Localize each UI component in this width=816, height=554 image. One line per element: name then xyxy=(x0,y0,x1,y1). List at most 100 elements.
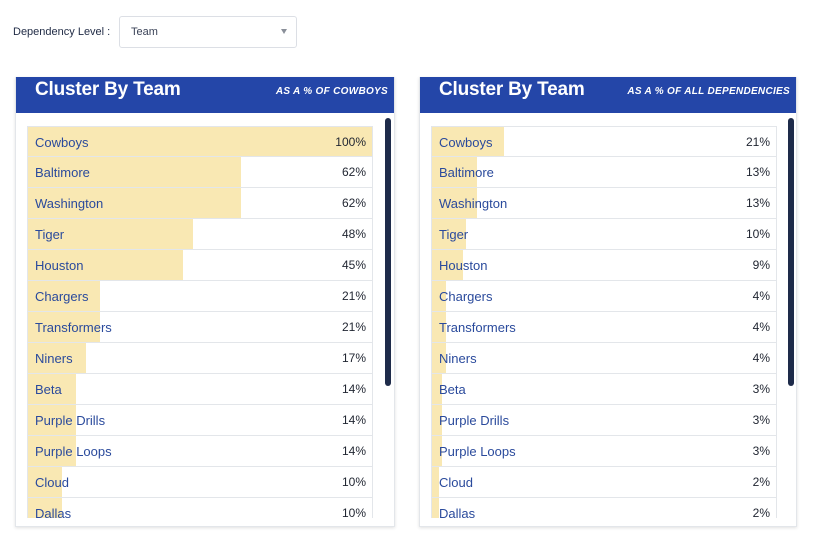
list-item-value: 45% xyxy=(341,258,366,272)
percentage-bar xyxy=(28,498,63,518)
list-item-value: 21% xyxy=(745,135,770,149)
list-item[interactable]: Chargers 4% xyxy=(431,281,777,312)
list-item-value: 13% xyxy=(745,165,770,179)
list-item-value: 2% xyxy=(752,475,770,489)
cluster-panel-all-dependencies: Cluster By Team AS A % OF ALL DEPENDENCI… xyxy=(419,77,797,527)
list-item-label: Cloud xyxy=(35,475,69,490)
list-item[interactable]: Transformers 4% xyxy=(431,312,777,343)
list-item[interactable]: Tiger 10% xyxy=(431,219,777,250)
list-item-value: 17% xyxy=(341,351,366,365)
list-item-value: 10% xyxy=(341,475,366,489)
list-item-value: 14% xyxy=(341,444,366,458)
list-item-value: 3% xyxy=(752,413,770,427)
list-item-label: Dallas xyxy=(439,506,476,518)
percentage-bar xyxy=(28,312,101,342)
list-item-value: 21% xyxy=(341,320,366,334)
percentage-bar xyxy=(28,467,63,497)
list-item[interactable]: Cowboys 21% xyxy=(431,126,777,157)
percentage-bar xyxy=(432,188,477,218)
list-item-label: Beta xyxy=(35,382,62,397)
list-item[interactable]: Niners 4% xyxy=(431,343,777,374)
list-item[interactable]: Tiger 48% xyxy=(27,219,373,250)
dependency-level-label: Dependency Level : xyxy=(13,26,111,38)
panel-header: Cluster By Team AS A % OF COWBOYS xyxy=(16,77,394,113)
list-item-label: Chargers xyxy=(35,289,89,304)
list-item-value: 4% xyxy=(752,289,770,303)
percentage-bar xyxy=(432,467,439,497)
percentage-bar xyxy=(28,374,77,404)
percentage-bar xyxy=(432,157,477,187)
list-item-value: 9% xyxy=(752,258,770,272)
list-item[interactable]: Houston 9% xyxy=(431,250,777,281)
list-item-value: 2% xyxy=(752,506,770,518)
percentage-bar xyxy=(28,188,242,218)
dependency-level-select[interactable]: Team xyxy=(119,16,297,48)
percentage-bar xyxy=(432,312,446,342)
list-item[interactable]: Purple Loops 14% xyxy=(27,436,373,467)
list-item[interactable]: Houston 45% xyxy=(27,250,373,281)
list-item-label: Niners xyxy=(35,351,73,366)
percentage-bar xyxy=(432,374,443,404)
percentage-bar xyxy=(432,498,439,518)
cluster-list: Cowboys 100% Baltimore 62% Washington 62% Tige… xyxy=(27,126,373,518)
list-item-label: Purple Drills xyxy=(35,413,106,428)
list-item[interactable]: Niners 17% xyxy=(27,343,373,374)
list-item-label: Beta xyxy=(439,382,466,397)
list-item[interactable]: Beta 14% xyxy=(27,374,373,405)
list-item[interactable]: Cloud 2% xyxy=(431,467,777,498)
percentage-bar xyxy=(432,343,446,373)
list-item-label: Tiger xyxy=(35,227,65,242)
chevron-down-icon xyxy=(281,29,287,34)
list-item-label: Washington xyxy=(439,196,508,211)
list-item[interactable]: Purple Drills 3% xyxy=(431,405,777,436)
list-item[interactable]: Transformers 21% xyxy=(27,312,373,343)
percentage-bar xyxy=(432,405,443,435)
list-item-value: 21% xyxy=(341,289,366,303)
panel-subtitle: AS A % OF COWBOYS xyxy=(275,86,388,97)
list-item-label: Cowboys xyxy=(439,135,493,150)
percentage-bar xyxy=(28,343,87,373)
panel-title: Cluster By Team xyxy=(35,79,181,100)
list-item-value: 13% xyxy=(745,196,770,210)
list-item-label: Niners xyxy=(439,351,477,366)
list-item[interactable]: Dallas 2% xyxy=(431,498,777,518)
list-item-value: 10% xyxy=(341,506,366,518)
list-item[interactable]: Baltimore 62% xyxy=(27,157,373,188)
panel-subtitle: AS A % OF ALL DEPENDENCIES xyxy=(627,86,790,97)
list-item[interactable]: Purple Drills 14% xyxy=(27,405,373,436)
list-item[interactable]: Chargers 21% xyxy=(27,281,373,312)
list-item-label: Transformers xyxy=(439,320,516,335)
scrollbar[interactable] xyxy=(385,118,391,386)
panel-header: Cluster By Team AS A % OF ALL DEPENDENCI… xyxy=(420,77,796,113)
list-item-value: 62% xyxy=(341,165,366,179)
percentage-bar xyxy=(28,219,194,249)
list-item-label: Purple Loops xyxy=(439,444,516,459)
list-item-value: 14% xyxy=(341,382,366,396)
list-item-label: Dallas xyxy=(35,506,72,518)
dependency-level-selected-value: Team xyxy=(131,26,158,38)
percentage-bar xyxy=(28,436,77,466)
list-item[interactable]: Washington 62% xyxy=(27,188,373,219)
percentage-bar xyxy=(432,127,505,156)
list-item-value: 10% xyxy=(745,227,770,241)
list-item[interactable]: Purple Loops 3% xyxy=(431,436,777,467)
list-item-value: 3% xyxy=(752,444,770,458)
list-item-label: Houston xyxy=(35,258,84,273)
percentage-bar xyxy=(28,127,372,156)
percentage-bar xyxy=(432,250,463,280)
list-item[interactable]: Cloud 10% xyxy=(27,467,373,498)
percentage-bar xyxy=(432,281,446,311)
panel-title: Cluster By Team xyxy=(439,79,585,100)
scrollbar[interactable] xyxy=(788,118,794,386)
list-item[interactable]: Washington 13% xyxy=(431,188,777,219)
percentage-bar xyxy=(432,219,467,249)
list-item[interactable]: Dallas 10% xyxy=(27,498,373,518)
list-item[interactable]: Cowboys 100% xyxy=(27,126,373,157)
percentage-bar xyxy=(28,250,183,280)
list-item-label: Houston xyxy=(439,258,488,273)
list-item[interactable]: Baltimore 13% xyxy=(431,157,777,188)
list-item[interactable]: Beta 3% xyxy=(431,374,777,405)
list-item-value: 48% xyxy=(341,227,366,241)
percentage-bar xyxy=(28,405,77,435)
list-item-label: Purple Drills xyxy=(439,413,510,428)
